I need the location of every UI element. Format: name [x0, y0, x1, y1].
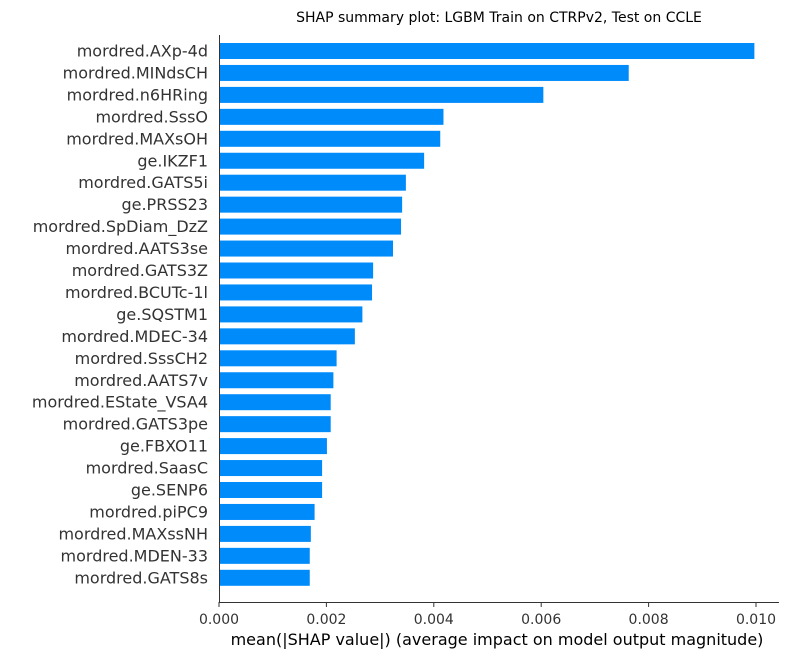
- category-label: ge.SENP6: [131, 481, 208, 500]
- bar-5: [219, 152, 425, 169]
- x-axis-ticks: 0.000 0.002 0.004 0.006 0.008 0.010: [199, 602, 776, 628]
- category-labels: mordred.AXp-4d mordred.MINdsCH mordred.n6H…: [32, 42, 208, 588]
- bar-18: [219, 438, 327, 455]
- bar-14: [219, 350, 337, 367]
- category-label: mordred.SssO: [95, 107, 208, 126]
- bar-11: [219, 284, 373, 301]
- bar-21: [219, 503, 315, 520]
- category-label: mordred.AATS7v: [74, 371, 208, 390]
- x-tick-label: 0.000: [199, 612, 239, 628]
- category-label: mordred.MINdsCH: [63, 63, 208, 82]
- bar-8: [219, 218, 402, 235]
- category-label: mordred.GATS8s: [74, 568, 208, 587]
- category-label: mordred.n6HRing: [67, 85, 208, 104]
- bar-6: [219, 174, 406, 191]
- bar-22: [219, 525, 311, 542]
- chart-title: SHAP summary plot: LGBM Train on CTRPv2,…: [296, 10, 702, 26]
- bar-12: [219, 306, 363, 323]
- bar-15: [219, 372, 334, 389]
- category-label: mordred.AXp-4d: [77, 42, 208, 61]
- category-label: mordred.SaasC: [86, 459, 208, 478]
- category-label: mordred.GATS3pe: [63, 415, 208, 434]
- category-label: mordred.MDEN-33: [61, 546, 208, 565]
- bar-4: [219, 130, 441, 147]
- category-label: mordred.SssCH2: [75, 349, 208, 368]
- bar-23: [219, 547, 310, 564]
- x-tick-label: 0.010: [736, 612, 776, 628]
- bar-13: [219, 328, 355, 345]
- bar-3: [219, 108, 444, 125]
- category-label: mordred.EState_VSA4: [32, 393, 208, 413]
- category-label: ge.SQSTM1: [116, 305, 208, 324]
- bar-19: [219, 460, 323, 477]
- category-label: mordred.BCUTc-1l: [65, 283, 208, 302]
- category-label: mordred.MAXsOH: [66, 129, 208, 148]
- category-label: mordred.GATS5i: [78, 173, 208, 192]
- bar-0: [219, 43, 755, 59]
- bar-24: [219, 569, 310, 586]
- bars-group: [219, 43, 755, 586]
- category-label: mordred.SpDiam_DzZ: [33, 217, 208, 237]
- x-tick-label: 0.002: [306, 612, 346, 628]
- x-tick-label: 0.004: [414, 612, 454, 628]
- category-label: ge.PRSS23: [121, 195, 208, 214]
- bar-10: [219, 262, 374, 279]
- bar-20: [219, 482, 323, 498]
- x-tick-label: 0.006: [521, 612, 561, 628]
- bar-9: [219, 240, 393, 257]
- bar-17: [219, 416, 331, 433]
- category-label: mordred.MAXssNH: [58, 524, 208, 543]
- category-label: mordred.AATS3se: [65, 239, 208, 258]
- x-axis-label: mean(|SHAP value|) (average impact on mo…: [231, 630, 764, 649]
- category-label: mordred.GATS3Z: [72, 261, 208, 280]
- bar-2: [219, 86, 544, 103]
- x-tick-label: 0.008: [629, 612, 669, 628]
- category-label: ge.FBXO11: [120, 437, 208, 456]
- bar-1: [219, 64, 629, 81]
- category-label: mordred.piPC9: [89, 502, 208, 521]
- bar-16: [219, 394, 331, 411]
- category-label: mordred.MDEC-34: [61, 327, 208, 346]
- category-label: ge.IKZF1: [137, 151, 208, 170]
- bar-7: [219, 196, 403, 213]
